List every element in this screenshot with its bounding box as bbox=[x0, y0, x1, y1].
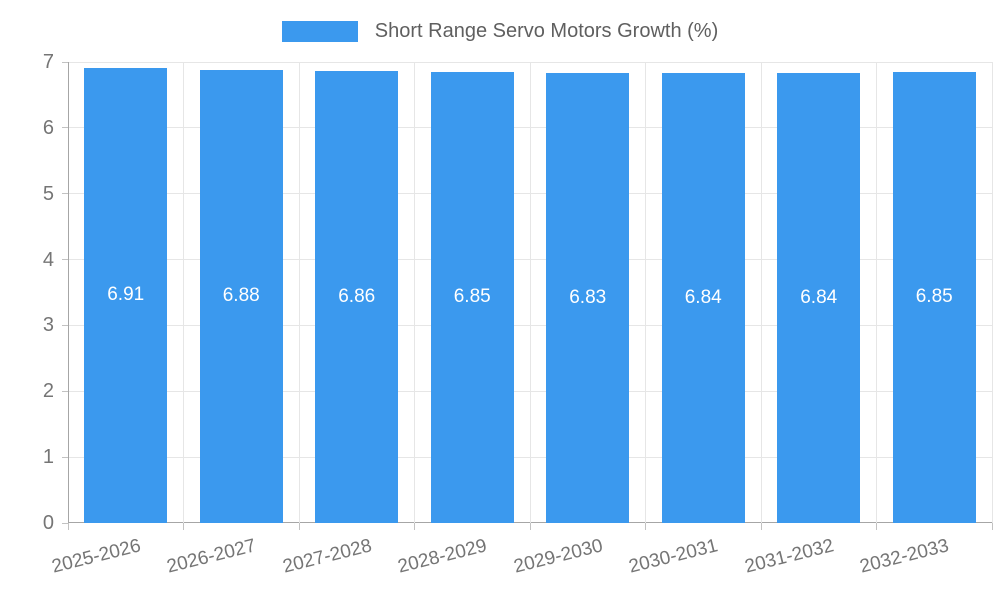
bar[interactable]: 6.84 bbox=[777, 72, 861, 523]
x-tick-mark bbox=[876, 523, 877, 530]
bar-value-label: 6.86 bbox=[338, 286, 376, 308]
y-tick-mark bbox=[62, 522, 68, 524]
bar-value-label: 6.83 bbox=[569, 287, 607, 309]
legend-swatch-icon bbox=[281, 21, 358, 42]
bar-value-label: 6.85 bbox=[915, 286, 953, 308]
x-gridline bbox=[760, 62, 762, 523]
chart-legend[interactable]: Short Range Servo Motors Growth (%) bbox=[0, 20, 1000, 43]
x-tick-mark bbox=[991, 523, 993, 530]
y-tick-label: 2 bbox=[42, 380, 54, 403]
x-tick-mark bbox=[414, 523, 415, 530]
y-tick-label: 6 bbox=[42, 116, 54, 139]
y-tick-mark bbox=[62, 259, 68, 261]
y-tick-label: 0 bbox=[42, 512, 54, 534]
y-tick-label: 5 bbox=[42, 182, 54, 205]
bar-value-label: 6.91 bbox=[107, 284, 145, 306]
bar-value-label: 6.84 bbox=[684, 286, 722, 308]
x-gridline bbox=[414, 62, 415, 523]
x-gridline bbox=[876, 62, 877, 523]
bar[interactable]: 6.88 bbox=[199, 69, 283, 523]
bar-value-label: 6.84 bbox=[800, 286, 838, 308]
x-gridline bbox=[298, 62, 300, 523]
bar[interactable]: 6.91 bbox=[84, 67, 168, 523]
x-gridline bbox=[991, 62, 993, 523]
y-axis-line bbox=[68, 62, 69, 523]
bar-value-label: 6.88 bbox=[222, 285, 260, 307]
x-tick-mark bbox=[298, 523, 300, 530]
x-gridline bbox=[529, 62, 531, 523]
y-tick-label: 4 bbox=[42, 248, 54, 271]
bar[interactable]: 6.86 bbox=[315, 71, 399, 523]
y-tick-mark bbox=[62, 61, 68, 63]
bar-value-label: 6.85 bbox=[453, 286, 491, 308]
y-tick-label: 1 bbox=[42, 446, 54, 469]
x-tick-mark bbox=[645, 523, 646, 530]
y-tick-mark bbox=[62, 193, 68, 195]
x-gridline bbox=[645, 62, 646, 523]
bar[interactable]: 6.85 bbox=[430, 71, 514, 523]
x-tick-mark bbox=[183, 523, 184, 530]
y-tick-label: 7 bbox=[42, 51, 54, 73]
plot-area: 0 1 2 3 4 5 6 7 6.91 6.88 6.86 6.85 6.83 6.84 6.84 6.85… bbox=[43, 51, 993, 578]
bar[interactable]: 6.84 bbox=[661, 72, 745, 523]
y-tick-mark bbox=[62, 324, 68, 326]
bar[interactable]: 6.83 bbox=[546, 73, 630, 523]
y-tick-mark bbox=[62, 390, 68, 392]
x-tick-mark bbox=[760, 523, 762, 530]
bar[interactable]: 6.85 bbox=[892, 71, 976, 523]
x-tick-mark bbox=[529, 523, 531, 530]
x-gridline bbox=[183, 62, 184, 523]
y-tick-mark bbox=[62, 456, 68, 458]
legend-label: Short Range Servo Motors Growth (%) bbox=[374, 20, 719, 42]
x-tick-mark bbox=[67, 523, 69, 530]
y-tick-mark bbox=[62, 127, 68, 129]
y-tick-label: 3 bbox=[42, 314, 54, 337]
